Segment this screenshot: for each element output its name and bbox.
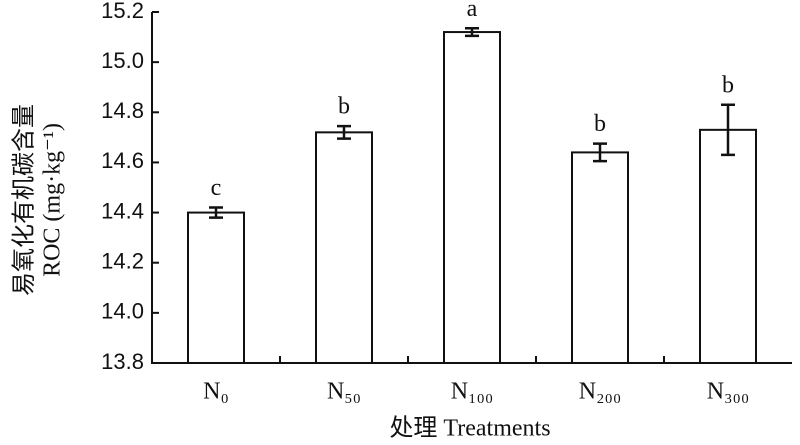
y-tick-label: 15.2 <box>101 0 144 23</box>
bar <box>571 151 629 364</box>
error-bar <box>721 103 735 157</box>
error-bar <box>337 124 351 140</box>
x-tick-label: N₂₀₀ <box>579 379 621 405</box>
significance-label: c <box>211 175 222 201</box>
x-tick-label: N₁₀₀ <box>451 379 493 405</box>
x-tick-label: N₅₀ <box>327 379 361 405</box>
y-tick-label: 14.2 <box>101 249 144 274</box>
y-label: 易氧化有机碳含量 ROC (mg·kg⁻¹) <box>11 104 66 296</box>
bar <box>187 211 245 364</box>
y-label-line: 易氧化有机碳含量 <box>11 104 38 296</box>
significance-label: b <box>338 94 350 120</box>
error-bar <box>593 142 607 163</box>
y-tick-label: 13.8 <box>101 349 144 374</box>
significance-label: b <box>594 111 606 137</box>
x-tick-label: N₀ <box>203 379 229 405</box>
bar <box>443 31 501 365</box>
bar <box>315 131 373 364</box>
y-tick-label: 14.8 <box>101 98 144 123</box>
x-label: 处理 Treatments <box>389 415 550 442</box>
significance-label: b <box>722 72 734 98</box>
significance-label: a <box>467 0 478 22</box>
y-tick-label: 15.0 <box>101 48 144 73</box>
error-bar <box>465 27 479 38</box>
y-label-line: ROC (mg·kg⁻¹) <box>40 123 66 277</box>
y-tick-label: 14.0 <box>101 299 144 324</box>
y-tick-label: 14.4 <box>101 198 144 223</box>
bar <box>699 128 757 364</box>
y-tick-label: 14.6 <box>101 148 144 173</box>
x-tick-label: N₃₀₀ <box>707 379 749 405</box>
error-bar <box>209 206 223 219</box>
